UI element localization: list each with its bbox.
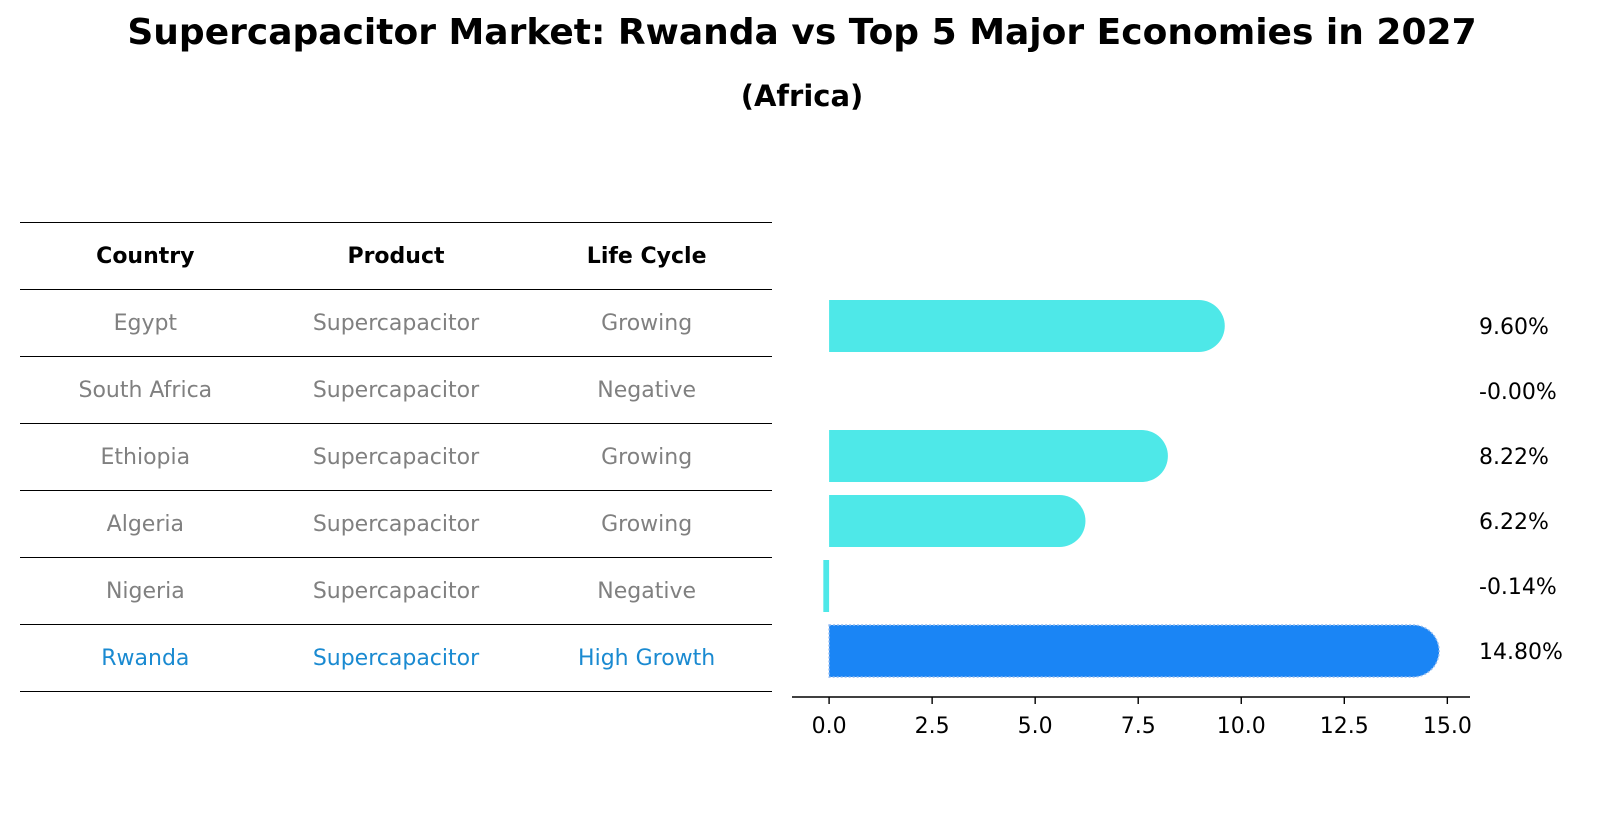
market-table: Country Product Life Cycle Egypt Superca… [20,222,772,692]
cell-country: Ethiopia [20,423,271,491]
cell-product: Supercapacitor [270,490,522,558]
value-label: -0.14% [1479,575,1557,600]
value-labels-layer: 9.60% -0.00% 8.22% 6.22% -0.14% 14.80% [1479,315,1563,665]
cell-life-cycle: Growing [521,289,772,357]
cell-life-cycle: Negative [521,356,772,424]
value-label: -0.00% [1479,380,1557,405]
bars-layer [823,300,1440,678]
value-label: 14.80% [1479,640,1563,665]
cell-product: Supercapacitor [270,356,522,424]
cell-life-cycle: Growing [521,423,772,491]
cell-product: Supercapacitor [270,289,522,357]
cell-life-cycle: High Growth [521,624,772,692]
bar-algeria [829,495,1086,547]
value-label: 6.22% [1479,510,1549,535]
bar-ethiopia [829,430,1168,482]
table-row: South Africa Supercapacitor Negative [20,356,772,424]
x-axis-ticks: 0.0 2.5 5.0 7.5 10.0 12.5 15.0 [812,697,1472,739]
cell-country: Nigeria [20,557,271,625]
cell-life-cycle: Growing [521,490,772,558]
cell-country: Egypt [20,289,271,357]
header-product: Product [270,222,522,290]
table-row-highlight: Rwanda Supercapacitor High Growth [20,624,772,692]
table-row: Nigeria Supercapacitor Negative [20,557,772,625]
table-header-row: Country Product Life Cycle [20,222,772,290]
bar-rwanda [828,624,1440,678]
chart-title: Supercapacitor Market: Rwanda vs Top 5 M… [127,12,1477,53]
header-country: Country [20,222,271,290]
bar-nigeria [823,560,830,612]
cell-product: Supercapacitor [270,624,522,692]
table-row: Ethiopia Supercapacitor Growing [20,423,772,491]
value-label: 8.22% [1479,445,1549,470]
x-tick-label: 12.5 [1320,714,1369,739]
x-tick-label: 7.5 [1121,714,1156,739]
cell-product: Supercapacitor [270,423,522,491]
chart-subtitle: (Africa) [740,79,864,113]
cell-country: South Africa [20,356,271,424]
cell-country: Algeria [20,490,271,558]
x-tick-label: 15.0 [1423,714,1472,739]
value-label: 9.60% [1479,315,1549,340]
cell-country: Rwanda [20,624,271,692]
cell-life-cycle: Negative [521,557,772,625]
x-tick-label: 2.5 [915,714,950,739]
x-tick-label: 10.0 [1217,714,1266,739]
x-tick-label: 5.0 [1018,714,1053,739]
table-row: Egypt Supercapacitor Growing [20,289,772,357]
cell-product: Supercapacitor [270,557,522,625]
market-table-container: Country Product Life Cycle Egypt Superca… [20,222,772,692]
table-row: Algeria Supercapacitor Growing [20,490,772,558]
x-tick-label: 0.0 [812,714,847,739]
header-life-cycle: Life Cycle [521,222,772,290]
bar-egypt [829,300,1225,352]
